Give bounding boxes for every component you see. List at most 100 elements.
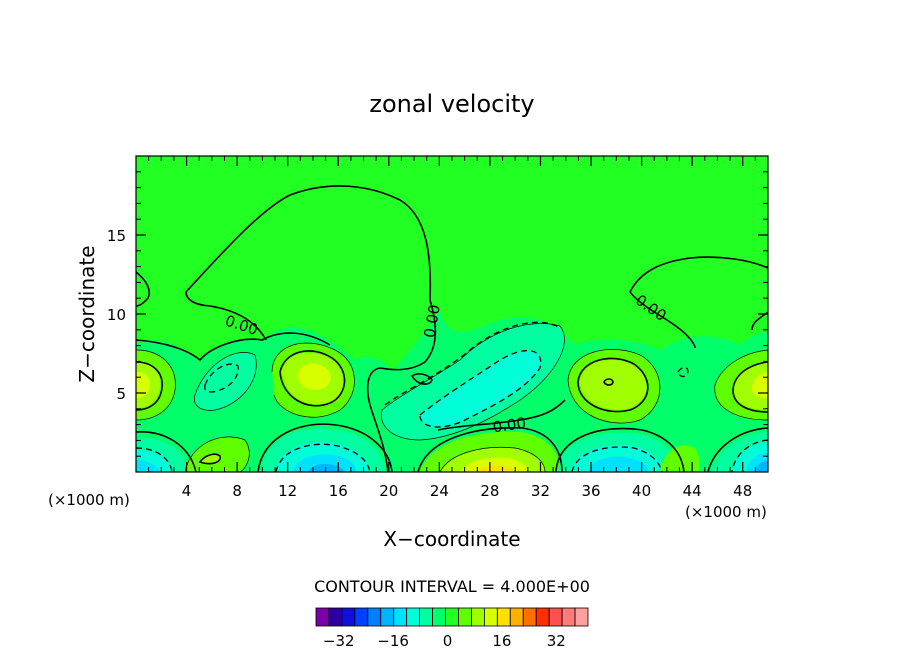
x-tick-label-16: 16: [329, 482, 348, 500]
colorbar-swatch-5: [380, 607, 395, 627]
zero-contour-left-edge: [135, 271, 151, 307]
y-tick-label-10: 10: [107, 306, 126, 324]
thin-contour-right: [714, 349, 769, 421]
positive-bottom-x6-core: [200, 454, 221, 464]
zero-contour-middle: [366, 299, 437, 473]
thin-contour-x36: [567, 349, 661, 424]
thin-contour-left: [135, 349, 176, 421]
x-axis-ticks: 4 8 12 16 20 24 28 32 36 40 44 48: [148, 156, 756, 500]
zero-contour-bottom-x28: [417, 426, 563, 473]
zero-contour-lower-right: [437, 399, 566, 431]
colorbar-swatch-1: [328, 607, 343, 627]
colorbar-swatch-7: [406, 607, 421, 627]
negative-core-middle: [420, 350, 541, 427]
colorbar-swatch-15: [509, 607, 524, 627]
x-tick-label-32: 32: [531, 482, 550, 500]
colorbar-swatch-9: [432, 607, 446, 627]
positive-right-edge-3: [752, 372, 768, 398]
negative-left-band: [194, 352, 257, 411]
colorbar-swatch-2: [341, 607, 356, 627]
colorbar-swatch-4: [367, 607, 382, 627]
x-tick-label-36: 36: [581, 482, 600, 500]
colorbar-swatch-14: [496, 607, 511, 627]
x-unit-label-right: (×1000 m): [685, 503, 767, 521]
negative-bottom-x37-inner: [588, 456, 648, 472]
zero-contour-x14-cell: [279, 350, 346, 407]
x-tick-label-8: 8: [232, 482, 242, 500]
negative-contour-bottom-x14: [275, 443, 371, 473]
colorbar-tick-label-3: 16: [492, 632, 511, 650]
colorbar-swatch-13: [483, 607, 498, 627]
x-tick-label-28: 28: [480, 482, 499, 500]
zero-contour-right-lobe: [629, 256, 769, 293]
colorbar-tick-label-4: 32: [547, 632, 566, 650]
colorbar-swatch-10: [445, 607, 459, 627]
negative-contour-bottom-left: [135, 447, 173, 473]
zero-contour-small-x23: [410, 373, 433, 385]
colorbar-swatch-8: [419, 607, 433, 627]
thin-contour-x7: [194, 352, 257, 411]
colorbar-tick-label-0: −32: [323, 632, 355, 650]
colorbar-swatch-17: [535, 607, 550, 627]
colorbar-swatch-3: [354, 607, 369, 627]
colorbar-swatch-18: [548, 607, 563, 627]
x-tick-label-44: 44: [683, 482, 702, 500]
contour-line-layer: [135, 185, 769, 473]
y-tick-label-15: 15: [107, 227, 126, 245]
x-tick-label-12: 12: [278, 482, 297, 500]
negative-contour-middle: [419, 349, 542, 428]
colorbar-swatch-11: [458, 607, 472, 627]
zero-contour-right-shoulder: [629, 291, 696, 349]
colorbar-swatch-0: [315, 607, 330, 627]
colorbar-tick-label-1: −16: [377, 632, 409, 650]
contour-plot-area: 0.00 0.00 0.00 0.00 4 8 12 16 20 24 28 32 36 40 44…: [107, 155, 769, 500]
negative-bottom-right-center: [755, 460, 768, 472]
positive-cell-x14-3: [297, 363, 331, 390]
colorbar-swatch-20: [574, 607, 589, 627]
colorbar-swatch-16: [522, 607, 537, 627]
negative-contour-x7: [204, 363, 239, 393]
negative-bottom-x1-inner: [136, 460, 160, 472]
positive-left-edge-3: [136, 372, 151, 398]
positive-cell-x36-2: [580, 359, 647, 410]
colorbar-swatch-12: [471, 607, 485, 627]
contour-interval-text: CONTOUR INTERVAL = 4.000E+00: [314, 577, 590, 596]
colorbar-swatch-6: [393, 607, 408, 627]
x-tick-label-48: 48: [733, 482, 752, 500]
zero-contour-right-cell: [732, 361, 769, 413]
zero-contour-left-cell: [135, 361, 163, 411]
thin-contour-x14: [271, 342, 355, 418]
zero-label-center: 0.00: [420, 303, 444, 339]
colorbar: [315, 607, 589, 627]
zero-contour-bottom-x14: [257, 423, 393, 473]
zero-contour-small-x37: [603, 378, 614, 386]
zero-contour-left-shoulder: [185, 291, 267, 341]
x-axis-label: X−coordinate: [383, 527, 520, 551]
colorbar-tick-label-2: 0: [443, 632, 453, 650]
x-unit-label-left: (×1000 m): [48, 491, 130, 509]
y-axis-label: Z−coordinate: [75, 245, 99, 382]
y-tick-label-5: 5: [116, 385, 126, 403]
x-tick-label-4: 4: [182, 482, 192, 500]
thin-contour-middle: [381, 323, 565, 441]
zero-contour-x36-cell: [577, 357, 649, 413]
x-tick-label-20: 20: [379, 482, 398, 500]
y-axis-ticks: 5 10 15: [107, 171, 768, 457]
colorbar-swatch-19: [561, 607, 576, 627]
zero-label-lower: 0.00: [492, 414, 528, 436]
positive-right-edge-2: [734, 362, 768, 410]
negative-contour-middle-outer: [384, 321, 561, 406]
zero-contour-bottom-right: [707, 427, 769, 473]
x-tick-label-40: 40: [632, 482, 651, 500]
zero-contour-bottom-left: [135, 431, 197, 473]
colorbar-labels: −32 −16 0 16 32: [323, 632, 566, 650]
zero-contour-bottom-x37: [555, 427, 685, 473]
x-tick-label-24: 24: [430, 482, 449, 500]
zero-contour-lower-left: [135, 332, 331, 362]
negative-contour-x42: [677, 366, 689, 378]
positive-bottom-x28-center: [475, 465, 515, 472]
zero-contour-small-x6: [198, 453, 222, 465]
chart-title: zonal velocity: [369, 90, 534, 118]
zero-contour-upper-lobe: [185, 185, 432, 301]
